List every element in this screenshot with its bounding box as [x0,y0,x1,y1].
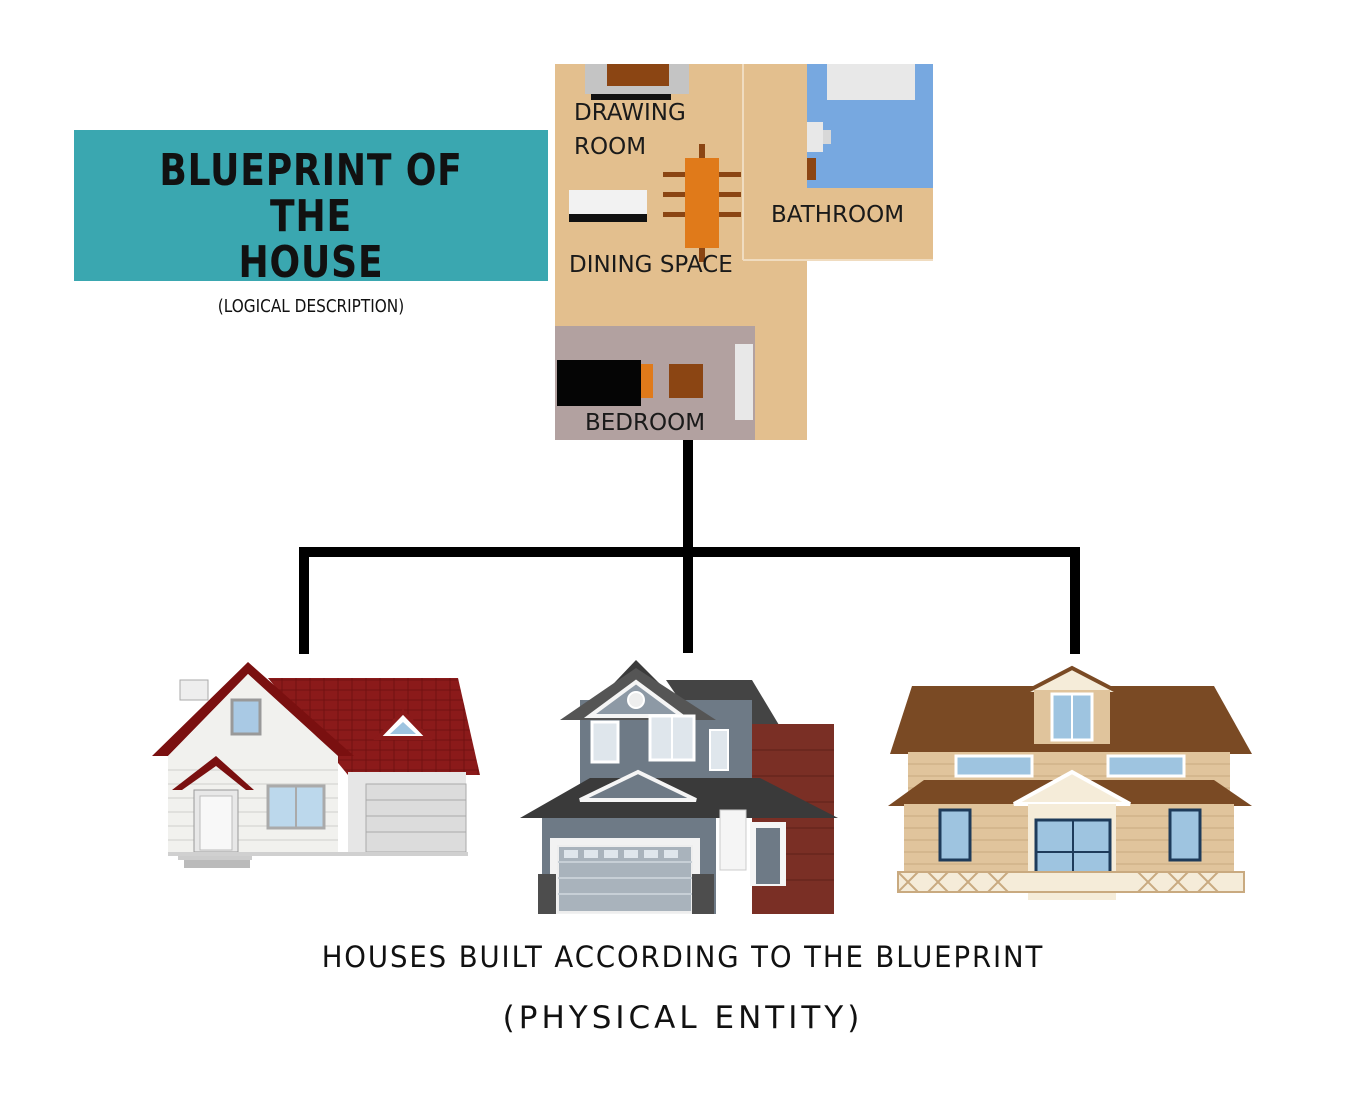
room-label-dining: DINING SPACE [569,252,733,278]
chair [663,192,685,197]
bath-mat [827,64,915,100]
chair [699,144,705,158]
title-line-2: HOUSE [238,237,384,288]
wardrobe [735,344,753,420]
toilet-seat [823,130,831,144]
house-1 [128,660,484,885]
dresser [669,364,703,398]
dining-table [685,158,719,248]
room-label-bathroom: BATHROOM [771,202,905,228]
sink [807,158,816,180]
chair [663,172,685,177]
tv-base [591,94,671,100]
tv-unit-inner [607,64,669,86]
chair [719,192,741,197]
chair [719,172,741,177]
room-label-bedroom: BEDROOM [585,410,706,436]
white-house-red-roof-icon [152,662,480,868]
room-label-drawing-1: DRAWING [574,100,686,126]
house-3 [888,664,1256,909]
chair [719,212,741,217]
bed [557,360,641,406]
house-2 [520,660,840,921]
nightstand [641,364,653,398]
modern-two-story-house-icon [520,660,838,914]
toilet [807,122,823,152]
sideboard-base [569,214,647,222]
blueprint-title-box: BLUEPRINT OF THE HOUSE (LOGICAL DESCRIPT… [74,130,548,317]
blueprint-subtitle: (LOGICAL DESCRIPTION) [217,296,405,317]
chair [663,212,685,217]
caption-line-2: (PHYSICAL ENTITY) [502,1000,864,1036]
floor-plan-icon [555,64,933,440]
beige-house-brown-roof-icon [888,665,1252,900]
chair [699,248,705,262]
title-line-1: BLUEPRINT OF THE [159,145,463,242]
floor-plan: DRAWING ROOM DINING SPACE BATHROOM BEDRO… [555,64,933,442]
caption-line-1: HOUSES BUILT ACCORDING TO THE BLUEPRINT [321,940,1045,974]
blueprint-title: BLUEPRINT OF THE HOUSE [117,148,506,286]
room-label-drawing-2: ROOM [574,134,647,160]
sideboard [569,190,647,214]
